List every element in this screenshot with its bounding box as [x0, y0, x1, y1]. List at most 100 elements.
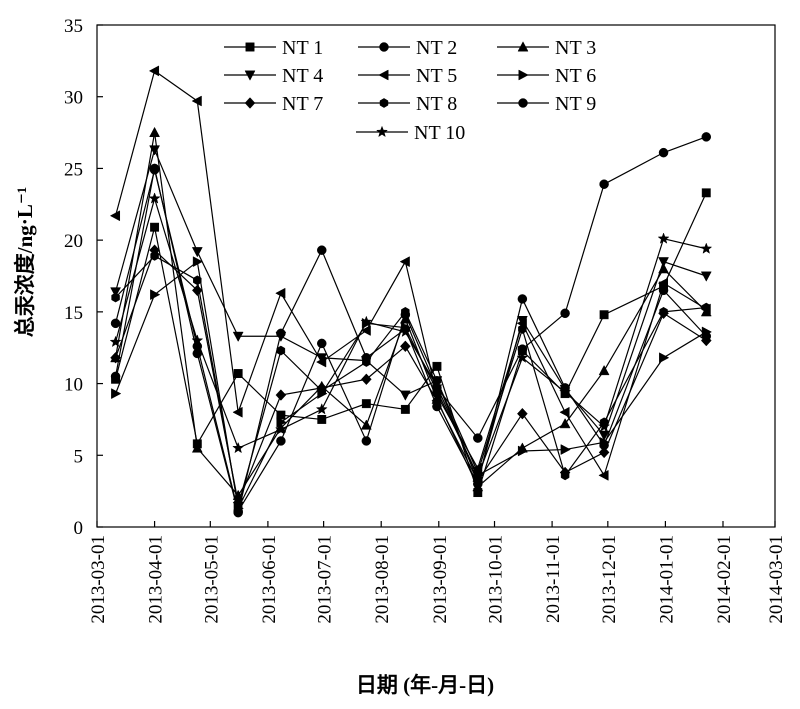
data-point: [399, 325, 412, 338]
data-point: [598, 430, 610, 441]
legend-item: NT 7: [224, 93, 323, 115]
y-tick-label: 30: [64, 88, 83, 109]
data-point: [473, 479, 483, 489]
data-point: [360, 325, 371, 336]
data-point: [276, 436, 286, 446]
legend-marker: [518, 98, 528, 108]
legend-label: NT 1: [282, 37, 323, 59]
legend-label: NT 8: [416, 93, 457, 115]
data-point: [401, 306, 410, 317]
data-point: [149, 126, 160, 138]
legend-marker: [244, 70, 256, 81]
data-point: [361, 353, 372, 363]
data-point: [559, 385, 572, 398]
legend-marker: [375, 125, 389, 138]
data-point: [701, 331, 712, 341]
x-tick-label: 2013-12-01: [599, 535, 620, 624]
data-point: [599, 310, 609, 320]
data-point: [316, 356, 327, 368]
data-point: [191, 334, 204, 346]
data-point: [191, 247, 203, 258]
data-point: [274, 423, 287, 435]
data-point: [517, 407, 528, 420]
data-point: [148, 65, 160, 77]
data-point: [361, 436, 372, 446]
data-point: [518, 324, 527, 334]
series-layer: [109, 65, 713, 518]
data-point: [700, 271, 712, 282]
data-point: [191, 442, 203, 453]
x-tick-label: 2013-07-01: [315, 535, 336, 624]
x-axis-title: 日期 (年-月-日): [356, 673, 494, 697]
data-point: [111, 388, 122, 400]
y-tick-label: 15: [64, 303, 83, 324]
series-10: [109, 192, 713, 482]
data-point: [109, 210, 121, 222]
data-point: [599, 179, 609, 189]
x-tick-label: 2013-09-01: [430, 535, 451, 624]
data-point: [598, 420, 611, 432]
y-tick-label: 35: [64, 16, 83, 37]
data-point: [657, 232, 670, 244]
legend-marker: [379, 42, 389, 52]
data-point: [701, 188, 711, 198]
legend-label: NT 5: [416, 65, 457, 87]
data-point: [432, 401, 442, 412]
data-point: [432, 361, 442, 371]
data-point: [659, 306, 668, 317]
legend-item: NT 9: [497, 93, 596, 115]
legend-marker: [245, 42, 255, 52]
data-point: [400, 340, 411, 353]
legend-marker: [378, 69, 389, 81]
data-point: [150, 251, 159, 261]
x-tick-label: 2014-02-01: [714, 535, 735, 624]
x-tick-label: 2013-06-01: [259, 535, 280, 624]
legend-marker: [379, 98, 389, 108]
data-point: [191, 95, 202, 107]
y-tick-label: 25: [64, 159, 83, 180]
data-point: [701, 132, 712, 142]
x-tick-label: 2013-08-01: [372, 535, 393, 624]
data-point: [473, 433, 483, 443]
legend-marker: [244, 97, 256, 109]
data-point: [276, 328, 286, 339]
data-point: [658, 257, 669, 268]
data-point: [148, 192, 161, 204]
data-point: [659, 352, 670, 364]
y-tick-label: 0: [74, 518, 84, 539]
data-point: [149, 163, 160, 174]
y-tick-label: 10: [64, 375, 83, 396]
plot-frame: [96, 24, 776, 528]
x-tick-label: 2014-01-01: [656, 535, 677, 624]
legend-label: NT 2: [416, 37, 457, 59]
data-point: [516, 351, 529, 363]
data-point: [560, 470, 570, 481]
data-point: [232, 331, 244, 342]
legend-item: NT 1: [224, 37, 323, 59]
legend-label: NT 7: [282, 93, 323, 115]
data-point: [110, 287, 121, 298]
legend-label: NT 10: [414, 122, 465, 144]
data-point: [559, 417, 571, 429]
data-point: [317, 385, 326, 396]
data-point: [360, 419, 372, 430]
data-point: [560, 308, 570, 319]
legend-label: NT 3: [555, 37, 596, 59]
legend-label: NT 4: [282, 65, 323, 87]
data-point: [193, 275, 202, 286]
y-tick-label: 20: [64, 231, 83, 252]
data-point: [598, 364, 610, 376]
data-point: [517, 294, 528, 304]
legend-item: NT 2: [358, 37, 457, 59]
data-point: [150, 289, 161, 301]
data-point: [109, 335, 122, 348]
data-point: [360, 315, 373, 328]
y-tick-label: 5: [74, 446, 84, 467]
data-point: [110, 371, 121, 382]
tick-layer: 0 5 10 15 20 25 30 35 2013-03-01 2013-04-01 2013-0…: [64, 16, 787, 624]
data-point: [233, 369, 243, 378]
x-tick-label: 2013-05-01: [201, 535, 222, 624]
data-point: [658, 285, 669, 296]
data-point: [517, 445, 529, 457]
data-point: [192, 256, 204, 268]
